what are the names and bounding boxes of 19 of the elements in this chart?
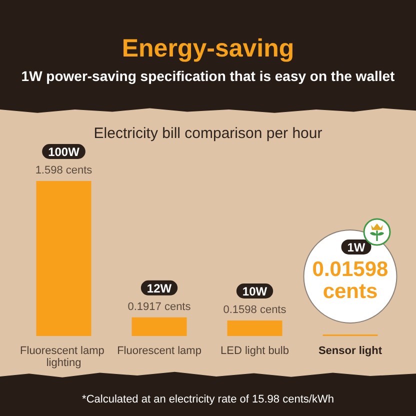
chart-title: Energy-saving	[122, 34, 294, 62]
bar	[227, 320, 282, 336]
bar	[132, 317, 187, 336]
annotation: 12W	[146, 281, 172, 296]
annotation: 10W	[242, 284, 268, 298]
x-tick-label: Sensor light	[318, 345, 382, 357]
x-tick-label: Fluorescent lamp	[117, 345, 202, 357]
x-tick-label: LED light bulb	[220, 345, 289, 357]
data-label: 0.1598 cents	[223, 304, 287, 316]
data-label: 0.01598 cents	[312, 258, 389, 303]
x-tick-label: Fluorescent lamp lighting	[20, 345, 108, 369]
annotation: 1W	[347, 240, 366, 254]
chart-subtitle: 1W power-saving specification that is easy on the wallet	[21, 68, 396, 84]
bar	[36, 181, 92, 336]
text: Electricity bill comparison per hour	[94, 125, 322, 142]
data-label: 1.598 cents	[35, 164, 93, 176]
data-label: 0.1917 cents	[128, 300, 192, 313]
annotation: 100W	[48, 145, 80, 159]
text: *Calculated at an electricity rate of 15.98 cents/kWh	[82, 394, 334, 406]
